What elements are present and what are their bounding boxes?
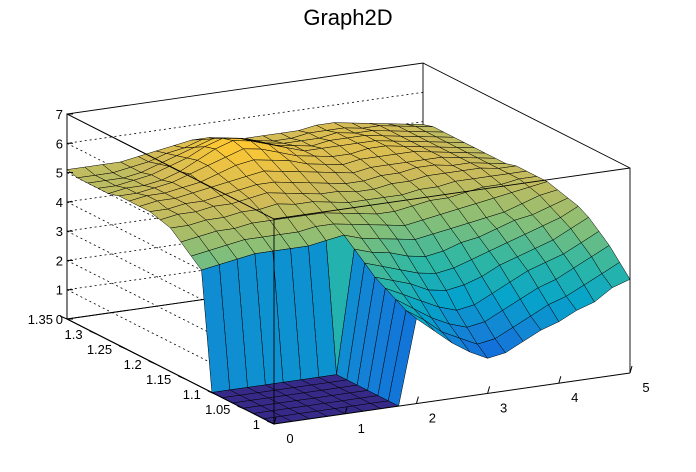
x-tick-label: 4	[571, 390, 578, 405]
y-tick-mark	[266, 420, 275, 425]
y-tick-label: 1.3	[64, 327, 82, 342]
top-front-edge	[273, 167, 631, 220]
y-tick-mark	[118, 345, 127, 350]
y-tick-mark	[89, 330, 97, 335]
x-tick-label: 3	[500, 400, 507, 415]
y-tick-mark	[237, 405, 245, 410]
x-tick-mark	[344, 406, 348, 414]
z-tick-label: 4	[56, 195, 63, 210]
x-tick-mark	[273, 416, 277, 425]
z-tick-label: 7	[56, 107, 63, 122]
x-tick-label: 0	[286, 431, 293, 446]
x-tick-mark	[415, 396, 419, 404]
x-tick-mark	[629, 365, 633, 374]
y-tick-mark	[207, 390, 216, 395]
x-tick-label: 1	[358, 421, 365, 436]
y-tick-label: 1.2	[124, 357, 142, 372]
y-tick-mark	[148, 360, 156, 365]
x-tick-mark	[558, 376, 562, 384]
x-tick-label: 5	[642, 380, 649, 395]
chart-front-frame	[66, 62, 631, 424]
z-tick-label: 5	[56, 166, 63, 181]
surface-plot	[66, 122, 631, 425]
x-tick-label: 2	[429, 411, 436, 426]
z-tick-label: 0	[56, 312, 63, 327]
y-tick-label: 1.25	[87, 342, 112, 357]
x-axis-line	[273, 372, 631, 425]
z-gridline	[65, 91, 424, 249]
chart-title: Graph2D	[303, 5, 392, 30]
y-tick-label: 1	[253, 417, 260, 432]
x-tick-mark	[487, 386, 491, 394]
y-tick-mark	[59, 315, 68, 320]
y-tick-label: 1.05	[205, 402, 230, 417]
z-tick-label: 6	[56, 136, 63, 151]
y-tick-label: 1.1	[183, 387, 201, 402]
z-tick-label: 1	[56, 283, 63, 298]
y-tick-label: 1.35	[28, 312, 53, 327]
z-tick-label: 2	[56, 253, 63, 268]
y-tick-label: 1.15	[146, 372, 171, 387]
y-tick-mark	[178, 375, 186, 380]
z-tick-label: 3	[56, 224, 63, 239]
